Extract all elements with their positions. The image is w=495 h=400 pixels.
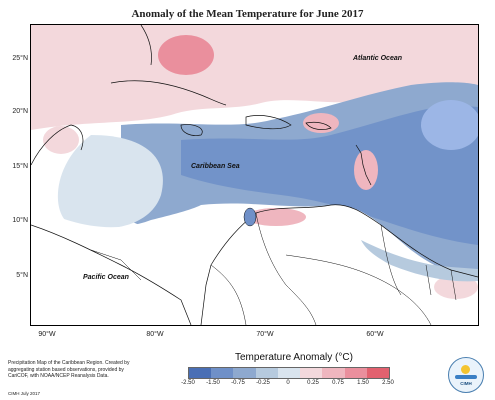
- lat-label-5n: 5°N: [16, 272, 28, 279]
- cool-spot-east: [421, 100, 478, 150]
- logo-text: CIMH: [460, 381, 472, 386]
- legend-title: Temperature Anomaly (°C): [235, 352, 353, 363]
- country-borders: [90, 212, 457, 325]
- lon-label-90w: 90°W: [38, 331, 56, 338]
- warm-anomaly-north: [31, 25, 478, 130]
- legend-swatch: [366, 368, 389, 378]
- caribbean-sea-label: Caribbean Sea: [191, 163, 240, 170]
- anomaly-map-svg: [31, 25, 478, 325]
- warm-spot-yucatan: [43, 126, 79, 154]
- map-canvas: Atlantic Ocean Caribbean Sea Pacific Oce…: [30, 24, 479, 326]
- neutral-west: [57, 135, 163, 229]
- lon-label-70w: 70°W: [256, 331, 274, 338]
- legend-tick-label: 2.50: [382, 380, 394, 386]
- atlantic-ocean-label: Atlantic Ocean: [353, 55, 403, 62]
- lat-label-10n: 10°N: [12, 217, 28, 224]
- warm-spot-lesser-antilles: [354, 150, 378, 190]
- map-title: Anomaly of the Mean Temperature for June…: [131, 8, 364, 20]
- legend-swatch: [189, 368, 212, 378]
- coastlines: [31, 25, 478, 325]
- legend-swatch: [344, 368, 367, 378]
- footer-date: CIMH July 2017: [8, 391, 41, 396]
- lake-maracaibo: [243, 207, 257, 227]
- legend-swatch: [255, 368, 278, 378]
- legend-tick-label: 0: [286, 380, 290, 386]
- lon-label-80w: 80°W: [146, 331, 164, 338]
- land-south-america: [201, 203, 478, 325]
- lat-label-15n: 15°N: [12, 163, 28, 170]
- lat-label-20n: 20°N: [12, 108, 28, 115]
- legend-tick-label: -0.75: [231, 380, 245, 386]
- legend-swatch: [277, 368, 301, 378]
- legend-tick-label: 0.25: [307, 380, 319, 386]
- cimh-logo: CIMH: [448, 357, 484, 393]
- lat-label-25n: 25°N: [12, 55, 28, 62]
- legend-tick-label: 1.50: [357, 380, 369, 386]
- wave-icon: [455, 375, 477, 379]
- cool-strip-guiana-coast: [361, 240, 478, 282]
- legend-swatch: [300, 368, 323, 378]
- legend-tick-label: -0.25: [256, 380, 270, 386]
- legend-tick-label: -1.50: [206, 380, 220, 386]
- legend-color-bar: [188, 367, 390, 379]
- legend-swatch: [233, 368, 256, 378]
- warm-spot-venezuela-coast: [246, 208, 306, 226]
- pacific-ocean-label: Pacific Ocean: [83, 274, 129, 281]
- sun-icon: [461, 365, 470, 374]
- lon-label-60w: 60°W: [366, 331, 384, 338]
- warm-spot-bahamas: [158, 35, 214, 75]
- legend-tick-label: 0.75: [332, 380, 344, 386]
- footer-description: Precipitation Map of the Caribbean Regio…: [8, 360, 130, 379]
- legend-tick-label: -2.50: [181, 380, 195, 386]
- legend-swatch: [322, 368, 345, 378]
- legend-swatch: [211, 368, 234, 378]
- cool-anomaly-core: [181, 105, 478, 245]
- pacific-area: [31, 205, 201, 325]
